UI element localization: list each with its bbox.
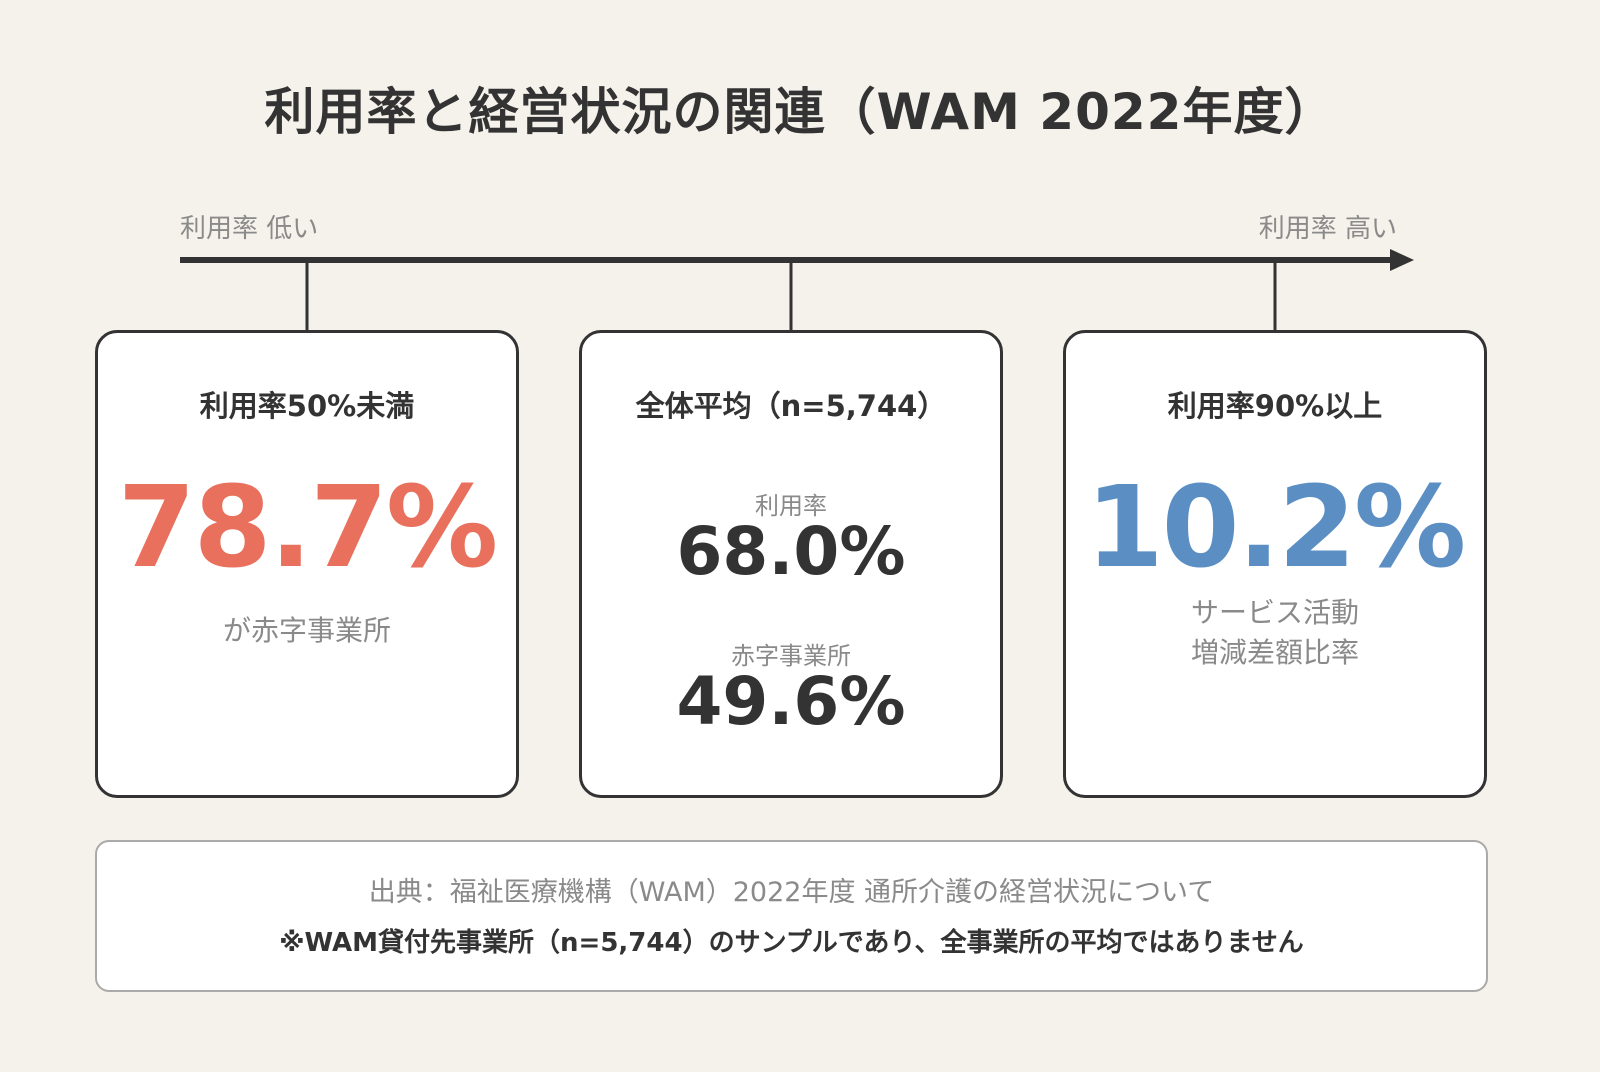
average-utilization-label: 利用率 xyxy=(755,492,827,520)
card-high-title: 利用率90%以上 xyxy=(1167,389,1383,423)
card-high-value: 10.2% xyxy=(1085,463,1467,593)
axis-high-label: 利用率 高い xyxy=(1258,214,1397,244)
page-title: 利用率と経営状況の関連（WAM 2022年度） xyxy=(264,83,1336,141)
average-utilization-value: 68.0% xyxy=(676,513,906,590)
average-deficit-value: 49.6% xyxy=(676,663,906,740)
card-low-utilization: 利用率50%未満 78.7% が赤字事業所 xyxy=(95,330,519,798)
source-box: 出典：福祉医療機構（WAM）2022年度 通所介護の経営状況について ※WAM貸… xyxy=(95,840,1488,992)
card-high-note-line1: サービス活動 xyxy=(1190,596,1359,629)
card-high-utilization: 利用率90%以上 10.2% サービス活動 増減差額比率 xyxy=(1063,330,1487,798)
source-disclaimer: ※WAM貸付先事業所（n=5,744）のサンプルであり、全事業所の平均ではありま… xyxy=(279,928,1304,958)
average-deficit-label: 赤字事業所 xyxy=(731,642,851,670)
card-average-title: 全体平均（n=5,744） xyxy=(635,389,947,423)
card-low-note: が赤字事業所 xyxy=(222,614,391,647)
card-average: 全体平均（n=5,744） 利用率 68.0% 赤字事業所 49.6% xyxy=(579,330,1003,798)
axis-arrowhead xyxy=(1390,249,1414,271)
source-citation: 出典：福祉医療機構（WAM）2022年度 通所介護の経営状況について xyxy=(368,877,1215,908)
utilization-axis xyxy=(180,249,1414,331)
card-low-value: 78.7% xyxy=(117,463,499,593)
card-low-title: 利用率50%未満 xyxy=(199,389,415,423)
axis-low-label: 利用率 低い xyxy=(180,214,319,244)
card-high-note-line2: 増減差額比率 xyxy=(1190,636,1359,669)
